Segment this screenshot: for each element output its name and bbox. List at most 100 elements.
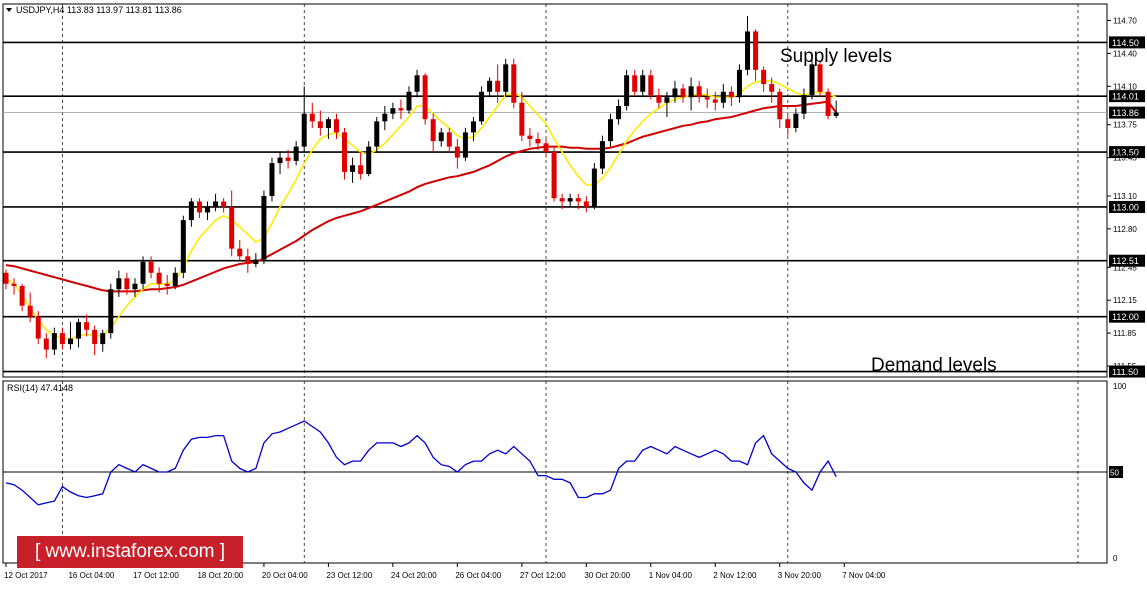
level-label: 113.50 bbox=[1112, 148, 1139, 158]
candle-body bbox=[366, 146, 372, 175]
candle-body bbox=[406, 91, 412, 111]
candle-body bbox=[382, 113, 388, 122]
candle-body bbox=[269, 163, 275, 196]
candle-body bbox=[108, 289, 114, 334]
candle-body bbox=[632, 75, 638, 92]
candle-body bbox=[704, 97, 710, 100]
candle-body bbox=[414, 75, 420, 92]
x-tick-label: 17 Oct 12:00 bbox=[133, 571, 179, 580]
candle-body bbox=[567, 198, 573, 202]
candle-body bbox=[575, 198, 581, 202]
candle-body bbox=[801, 95, 807, 114]
x-tick-label: 3 Nov 20:00 bbox=[778, 571, 822, 580]
level-label-box bbox=[1109, 365, 1145, 378]
candle-body bbox=[648, 75, 654, 96]
candle-body bbox=[84, 322, 90, 330]
symbol-header: USDJPY,H4 113.83 113.97 113.81 113.86 bbox=[16, 5, 182, 15]
candle-body bbox=[446, 132, 452, 147]
candle-body bbox=[213, 201, 219, 207]
candle-body bbox=[769, 84, 775, 92]
price-y-tick-label: 113.75 bbox=[1113, 121, 1137, 130]
candle-body bbox=[640, 75, 646, 92]
candle-body bbox=[438, 132, 444, 142]
candle-body bbox=[551, 152, 557, 199]
rsi-line bbox=[5, 420, 837, 506]
candle-body bbox=[43, 338, 49, 350]
candle-body bbox=[616, 106, 622, 120]
candle-body bbox=[519, 102, 525, 136]
level-label-box bbox=[1109, 146, 1145, 159]
candle-body bbox=[116, 278, 122, 290]
candle-body bbox=[527, 135, 533, 139]
current-price-box bbox=[1109, 106, 1145, 119]
candle-body bbox=[470, 121, 476, 133]
candle-body bbox=[761, 69, 767, 85]
supply-levels-annotation: Supply levels bbox=[780, 46, 892, 67]
candle-body bbox=[76, 322, 82, 339]
candle-body bbox=[599, 141, 605, 169]
rsi-y-tick-label: 100 bbox=[1113, 382, 1127, 391]
candle-body bbox=[430, 119, 436, 142]
x-tick-label: 2 Nov 12:00 bbox=[713, 571, 757, 580]
candle-body bbox=[487, 80, 493, 92]
candle-body bbox=[777, 91, 783, 120]
rsi-50-label-box bbox=[1109, 466, 1123, 478]
x-tick-label: 24 Oct 20:00 bbox=[391, 571, 437, 580]
x-tick-label: 26 Oct 04:00 bbox=[455, 571, 501, 580]
level-label-box bbox=[1109, 254, 1145, 267]
candle-body bbox=[720, 91, 726, 103]
x-tick-label: 20 Oct 04:00 bbox=[262, 571, 308, 580]
price-y-tick-label: 111.85 bbox=[1113, 329, 1137, 338]
candle-body bbox=[11, 283, 17, 286]
x-tick-label: 1 Nov 04:00 bbox=[649, 571, 693, 580]
candle-body bbox=[309, 113, 315, 122]
candle-body bbox=[67, 338, 73, 345]
candle-body bbox=[503, 64, 509, 92]
candle-body bbox=[293, 146, 299, 161]
candle-body bbox=[785, 119, 791, 128]
candle-body bbox=[559, 198, 565, 202]
candle-body bbox=[325, 119, 331, 128]
candle-body bbox=[51, 333, 57, 350]
candle-body bbox=[205, 206, 210, 213]
candle-body bbox=[712, 99, 718, 103]
candle-body bbox=[124, 278, 130, 290]
level-label-box bbox=[1109, 200, 1145, 213]
candle-body bbox=[736, 69, 742, 98]
level-label: 114.50 bbox=[1112, 38, 1139, 48]
candle-body bbox=[317, 121, 323, 128]
candle-body bbox=[535, 138, 541, 144]
level-label: 112.00 bbox=[1112, 312, 1139, 322]
candle-body bbox=[229, 206, 235, 249]
x-tick-label: 18 Oct 20:00 bbox=[197, 571, 243, 580]
candle-body bbox=[180, 220, 186, 273]
candle-body bbox=[148, 261, 154, 273]
candle-body bbox=[261, 195, 267, 260]
candle-body bbox=[221, 201, 227, 207]
candle-body bbox=[342, 132, 348, 172]
candle-body bbox=[745, 31, 751, 70]
candle-body bbox=[656, 95, 662, 103]
candle-body bbox=[583, 201, 589, 207]
level-label: 111.50 bbox=[1112, 367, 1138, 377]
candle-body bbox=[495, 80, 501, 92]
candle-body bbox=[333, 119, 339, 133]
candle-body bbox=[59, 333, 65, 345]
x-tick-label: 12 Oct 2017 bbox=[4, 571, 48, 580]
candle-body bbox=[172, 272, 178, 286]
candle-body bbox=[688, 86, 694, 98]
candle-body bbox=[19, 285, 25, 306]
level-label: 113.00 bbox=[1112, 202, 1139, 212]
level-label-box bbox=[1109, 310, 1145, 323]
candle-body bbox=[156, 272, 162, 284]
price-y-tick-label: 113.10 bbox=[1113, 192, 1137, 201]
candle-body bbox=[374, 121, 380, 147]
candle-body bbox=[793, 113, 799, 128]
x-tick-label: 30 Oct 20:00 bbox=[584, 571, 630, 580]
candle-body bbox=[140, 261, 146, 284]
candle-body bbox=[301, 113, 307, 147]
price-y-tick-label: 111.55 bbox=[1113, 362, 1137, 371]
price-y-tick-label: 113.45 bbox=[1113, 154, 1137, 163]
